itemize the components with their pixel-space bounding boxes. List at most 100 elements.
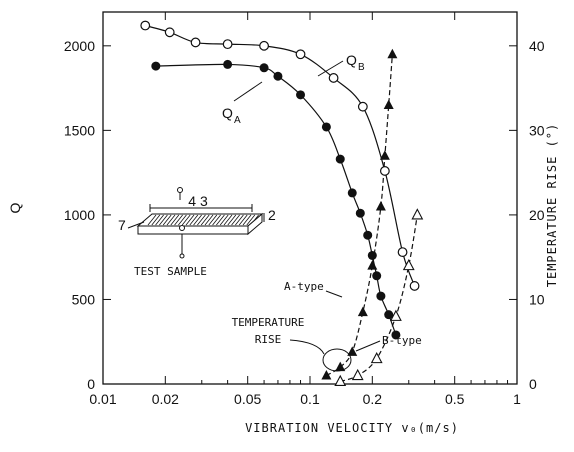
- y-left-tick-label: 500: [72, 291, 96, 307]
- point-q-b: [190, 37, 201, 48]
- point-a-type: [375, 200, 386, 211]
- sample-top-terminal: [177, 187, 183, 193]
- sample-hatching: [147, 214, 259, 226]
- x-tick-label: 0.05: [234, 391, 261, 407]
- point-b-type: [351, 368, 364, 381]
- point-q-b: [397, 247, 408, 258]
- series-markers: [140, 20, 424, 387]
- point-q-a: [384, 310, 394, 320]
- point-q-a: [296, 90, 306, 100]
- hatch-line: [181, 214, 191, 226]
- sample-side-face: [247, 212, 263, 236]
- hatch-line: [155, 214, 164, 226]
- temperature-rise-label-1: TEMPERATURE: [232, 316, 305, 329]
- y-left-tick-label: 0: [87, 376, 95, 392]
- axes: 0.01 0.02 0.05 0.1 0.2 0.5 1050010001500200001…: [64, 11, 545, 407]
- point-q-b: [222, 39, 233, 50]
- qb-label-main: Q: [346, 52, 357, 68]
- y-left-tick-label: 1500: [64, 122, 95, 138]
- hatch-line: [197, 214, 206, 226]
- point-q-a: [363, 230, 373, 240]
- sample-width-pointer: [127, 221, 145, 229]
- point-a-type: [321, 370, 332, 380]
- point-q-a: [391, 330, 401, 340]
- b-type-pointer: [355, 340, 381, 352]
- x-tick-label: 0.01: [89, 391, 116, 407]
- sample-width-label: 7: [118, 217, 126, 233]
- plot-frame: [102, 11, 518, 385]
- point-a-type: [383, 99, 394, 109]
- y-axis-right-title: TEMPERATURE RISE (°): [545, 123, 559, 288]
- hatch-line: [147, 214, 157, 226]
- point-a-type: [347, 346, 358, 356]
- y-right-tick-label: 0: [529, 376, 537, 392]
- hatch-line: [185, 214, 195, 226]
- point-q-a: [355, 208, 365, 218]
- point-b-type: [389, 309, 402, 321]
- sample-length-label: 4 3: [188, 193, 208, 209]
- point-q-a: [376, 291, 386, 301]
- sample-front-face: [137, 225, 249, 235]
- hatch-line: [219, 214, 229, 226]
- hatch-line: [223, 214, 233, 226]
- hatch-line: [174, 214, 183, 226]
- y-left-tick-label: 1000: [64, 207, 95, 223]
- hatch-line: [193, 214, 202, 226]
- test-sample-diagram: 4 3 7 2 TEST SAMPLE: [118, 187, 276, 278]
- point-q-b: [164, 27, 175, 38]
- y-right-tick-label: 10: [529, 291, 545, 307]
- hatch-line: [200, 214, 210, 226]
- y-right-tick-label: 30: [529, 122, 545, 138]
- hatch-line: [212, 214, 221, 226]
- temperature-rise-label-2: RISE: [255, 333, 282, 346]
- point-q-a: [347, 188, 357, 198]
- hatch-line: [238, 214, 248, 226]
- sample-thickness-label: 2: [268, 207, 276, 223]
- hatch-line: [189, 214, 199, 226]
- point-q-a: [367, 250, 377, 260]
- sample-bottom-lead-end: [179, 253, 185, 259]
- point-b-type: [402, 258, 415, 271]
- hatch-line: [162, 214, 172, 226]
- point-b-type: [411, 208, 424, 220]
- y-left-tick-label: 2000: [64, 38, 95, 54]
- hatch-line: [178, 214, 187, 226]
- y-axis-left-title: Q: [7, 202, 23, 213]
- point-q-b: [357, 101, 368, 112]
- hatch-line: [227, 214, 237, 226]
- sample-bottom-terminal: [179, 225, 185, 231]
- point-q-a: [372, 271, 382, 281]
- point-b-type: [370, 351, 383, 364]
- x-tick-label: 1: [513, 391, 521, 407]
- a-type-pointer: [325, 290, 343, 298]
- b-type-label: B-type: [382, 334, 422, 347]
- point-q-a: [321, 122, 331, 132]
- hatch-line: [159, 214, 168, 226]
- x-tick-label: 0.02: [152, 391, 179, 407]
- hatch-line: [235, 214, 244, 226]
- point-q-b: [409, 281, 420, 291]
- qb-label-sub: B: [358, 62, 365, 73]
- point-q-b: [259, 40, 269, 51]
- sample-caption: TEST SAMPLE: [134, 265, 207, 278]
- x-tick-label: 0.5: [445, 391, 465, 407]
- qa-pointer: [233, 81, 263, 102]
- qb-label: Q B: [346, 52, 365, 73]
- y-right-tick-label: 40: [529, 38, 545, 54]
- point-q-a: [151, 61, 161, 71]
- point-q-a: [273, 71, 283, 81]
- point-q-a: [223, 59, 233, 69]
- point-a-type: [335, 361, 346, 372]
- hatch-line: [216, 214, 225, 226]
- point-b-type: [334, 374, 347, 387]
- qa-label-sub: A: [234, 115, 241, 126]
- hatch-line: [166, 214, 176, 226]
- hatch-line: [170, 214, 180, 226]
- point-a-type: [387, 48, 398, 59]
- point-a-type: [379, 150, 390, 160]
- point-q-b: [379, 166, 390, 176]
- point-q-b: [295, 49, 306, 60]
- point-a-type: [367, 260, 378, 270]
